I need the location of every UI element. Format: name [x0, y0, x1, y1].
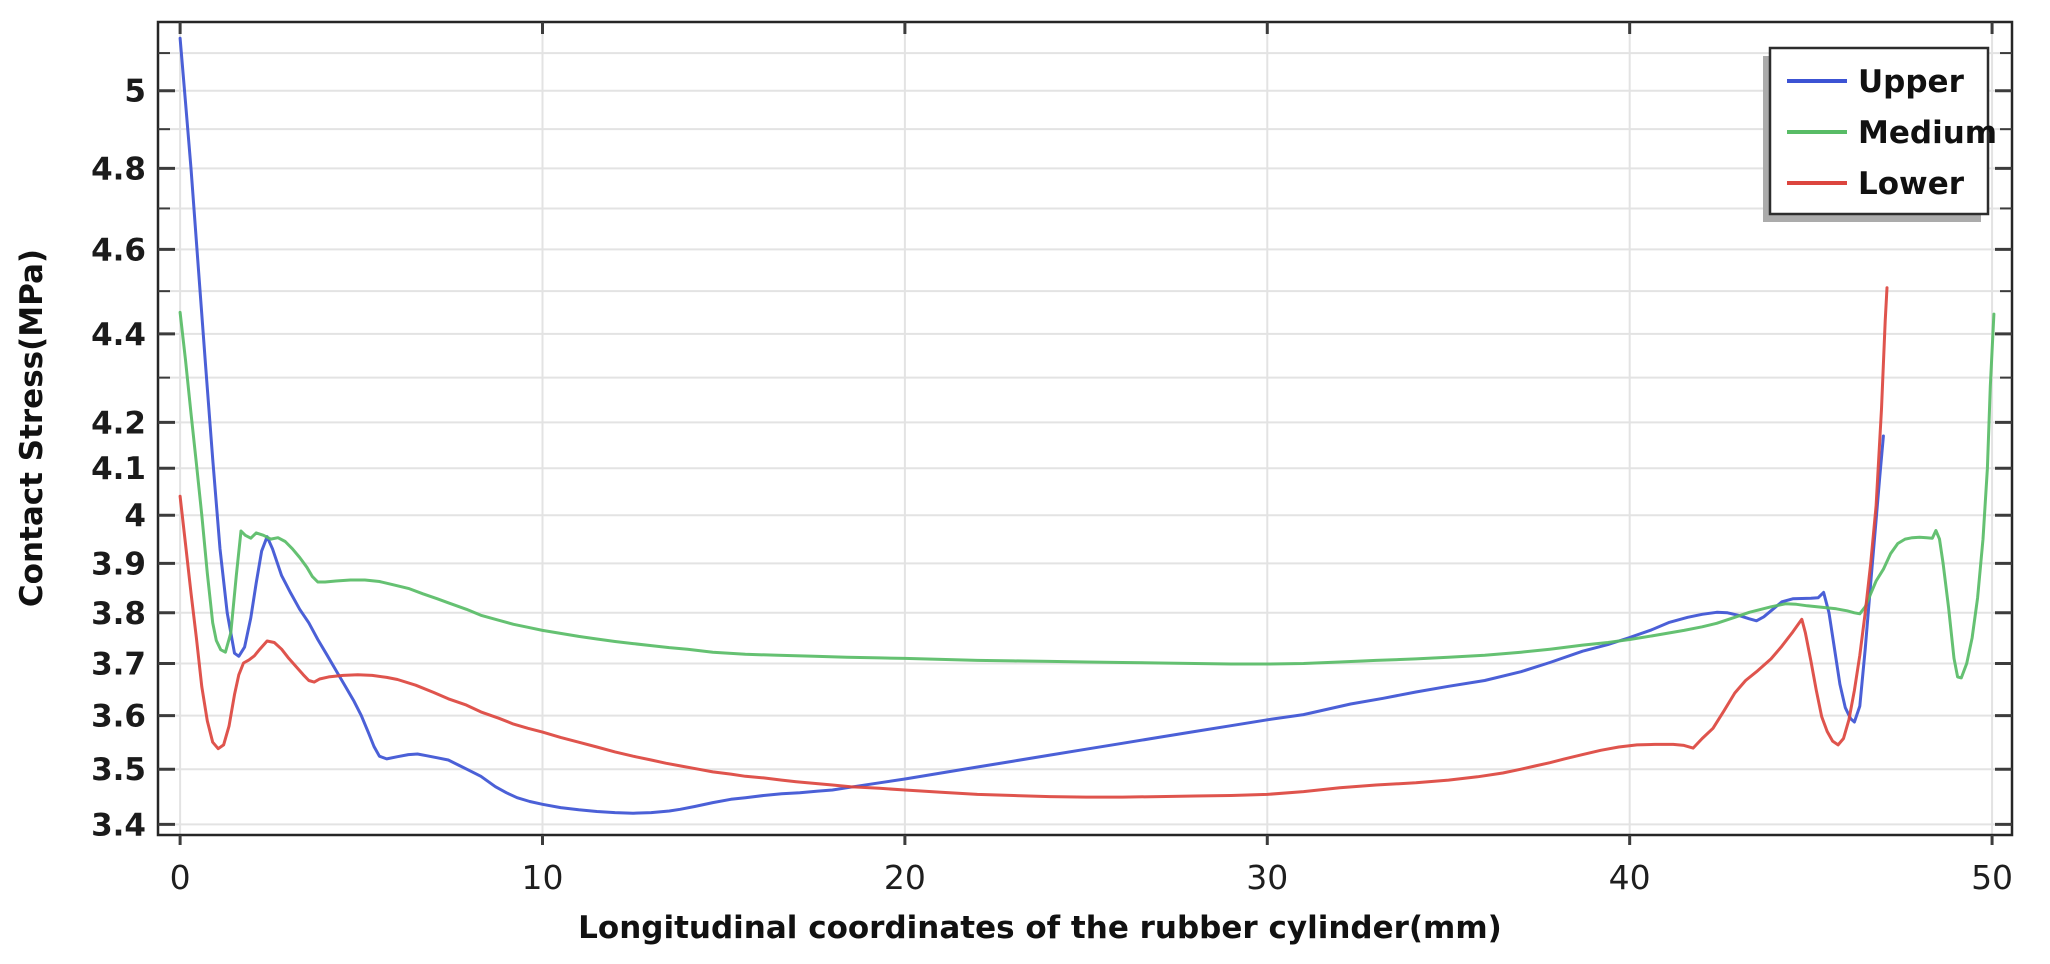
- y-axis-title: Contact Stress(MPa): [14, 249, 50, 607]
- y-tick-label: 3.4: [91, 807, 146, 843]
- gridlines: [158, 22, 2012, 835]
- y-tick-label: 3.7: [91, 646, 146, 682]
- y-tick-label: 4.2: [91, 405, 146, 441]
- tick-labels: 3.43.53.63.73.83.944.14.24.44.64.850 10 20…: [91, 74, 2013, 897]
- y-tick-label: 4.1: [91, 451, 146, 487]
- series-upper-line: [178, 36, 1885, 815]
- y-tick-label: 4.6: [91, 232, 146, 268]
- y-tick-label: 3.9: [91, 546, 146, 582]
- legend: Upper Medium Lower: [1763, 46, 1997, 222]
- y-tick-label: 3.8: [91, 596, 146, 632]
- x-tick-label: 20: [884, 858, 926, 897]
- axis-ticks: [158, 22, 2012, 845]
- y-tick-label: 4.4: [91, 317, 146, 353]
- x-tick-label: 30: [1246, 858, 1288, 897]
- y-tick-label: 3.5: [91, 752, 146, 788]
- x-tick-label: 10: [521, 858, 563, 897]
- y-tick-label: 4: [124, 498, 146, 534]
- x-tick-label: 50: [1971, 858, 2013, 897]
- plot-border: [156, 20, 2014, 837]
- legend-label-upper: Upper: [1858, 64, 1965, 100]
- y-tick-label: 4.8: [91, 151, 146, 187]
- y-tick-label: 3.6: [91, 699, 146, 735]
- legend-label-medium: Medium: [1858, 115, 1997, 151]
- x-tick-label: 0: [170, 858, 191, 897]
- series-lower-line: [178, 286, 1889, 799]
- legend-label-lower: Lower: [1858, 166, 1965, 202]
- x-axis-title: Longitudinal coordinates of the rubber c…: [578, 910, 1502, 946]
- series-lines: [178, 36, 1996, 815]
- y-tick-label: 5: [124, 74, 146, 110]
- x-tick-label: 40: [1609, 858, 1651, 897]
- series-medium-line: [178, 310, 1996, 680]
